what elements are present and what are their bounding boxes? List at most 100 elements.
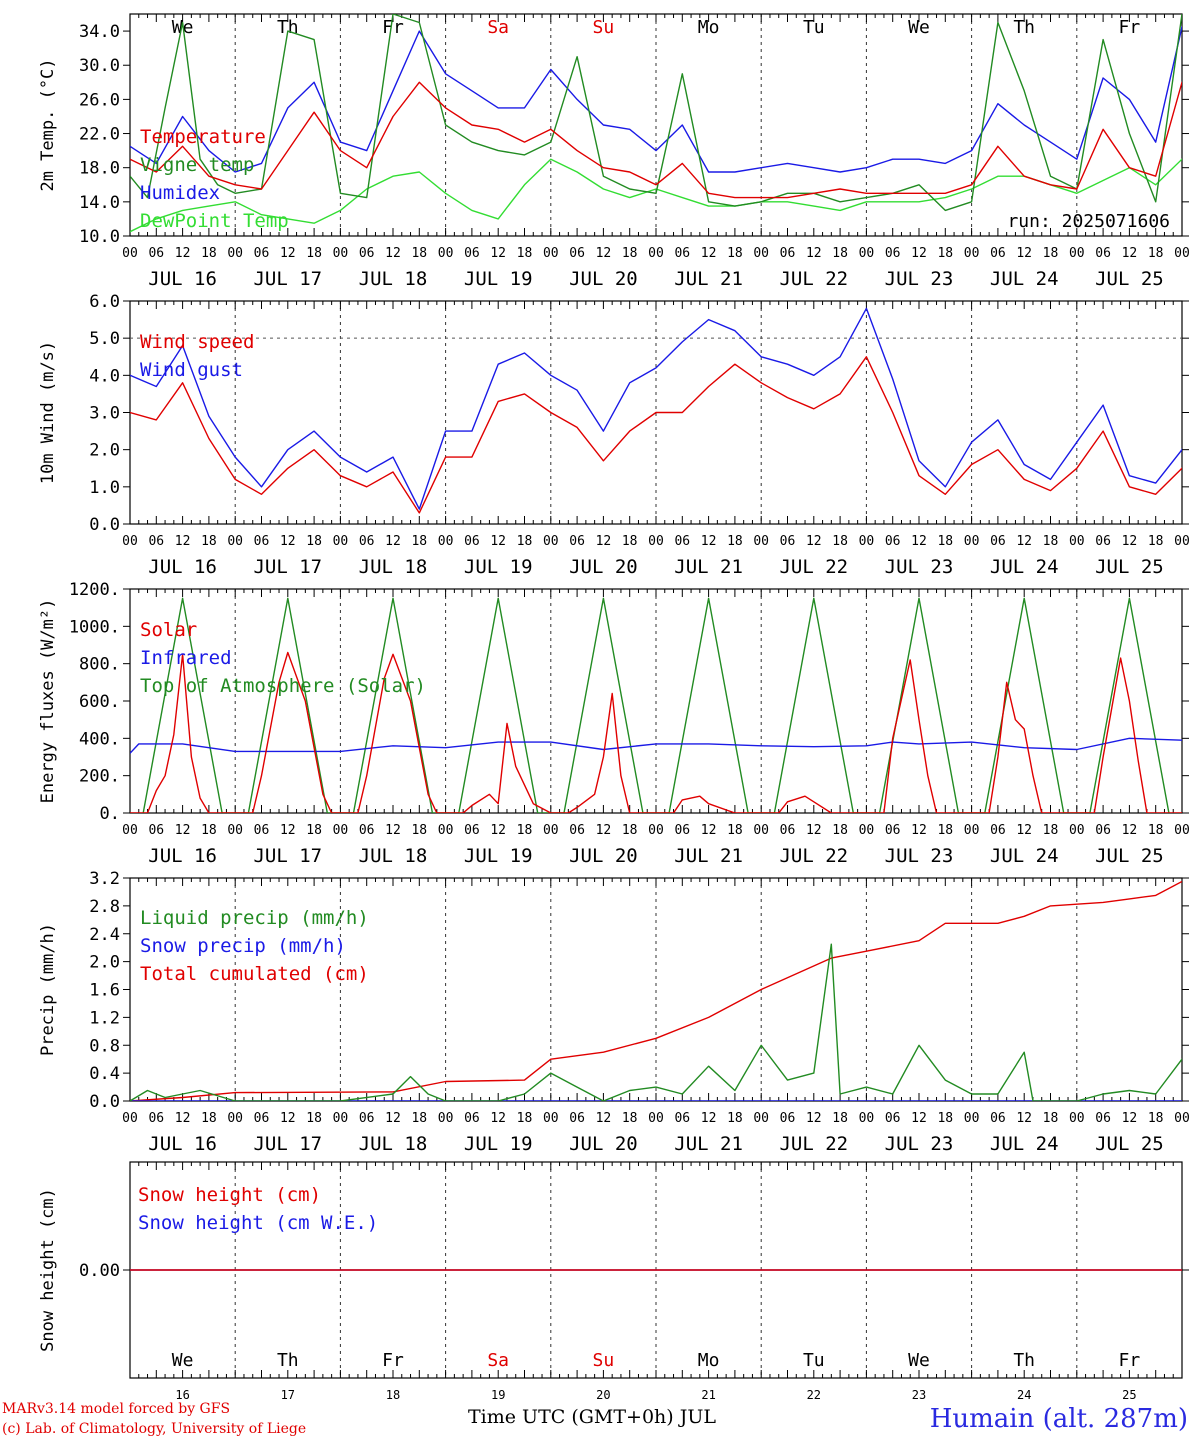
x-date-label: JUL 19 xyxy=(464,1133,533,1155)
series-line-vigne-temp xyxy=(130,14,1182,212)
day-number-label: 16 xyxy=(175,1388,189,1402)
legend-entry: Top of Atmosphere (Solar) xyxy=(140,675,426,697)
x-hour-label: 18 xyxy=(622,823,638,838)
x-hour-label: 18 xyxy=(1148,823,1164,838)
x-date-label: JUL 17 xyxy=(253,556,322,578)
x-date-label: JUL 20 xyxy=(569,268,638,290)
y-tick-label: 2.8 xyxy=(89,897,120,917)
day-number-label: 17 xyxy=(281,1388,295,1402)
x-date-label: JUL 16 xyxy=(148,845,217,867)
x-hour-label: 18 xyxy=(517,823,533,838)
x-hour-label: 12 xyxy=(911,246,927,261)
weekday-label: Su xyxy=(593,1350,615,1371)
x-hour-label: 18 xyxy=(517,534,533,549)
x-hour-label: 00 xyxy=(648,823,664,838)
x-date-label: JUL 20 xyxy=(569,845,638,867)
y-axis-label: 10m Wind (m/s) xyxy=(38,341,58,484)
x-date-label: JUL 22 xyxy=(779,556,848,578)
x-hour-label: 00 xyxy=(1174,823,1190,838)
x-hour-label: 06 xyxy=(569,1111,585,1126)
x-hour-label: 00 xyxy=(227,823,243,838)
x-hour-label: 00 xyxy=(333,246,349,261)
x-date-label: JUL 24 xyxy=(990,268,1059,290)
x-hour-label: 12 xyxy=(175,823,191,838)
x-date-label: JUL 24 xyxy=(990,556,1059,578)
x-hour-label: 12 xyxy=(911,1111,927,1126)
x-hour-label: 00 xyxy=(333,534,349,549)
x-hour-label: 06 xyxy=(148,246,164,261)
day-number-label: 21 xyxy=(701,1388,715,1402)
x-hour-label: 06 xyxy=(885,1111,901,1126)
x-hour-label: 12 xyxy=(1122,246,1138,261)
x-hour-label: 12 xyxy=(385,823,401,838)
x-hour-label: 06 xyxy=(780,823,796,838)
x-hour-label: 06 xyxy=(148,1111,164,1126)
legend-entry: Wind gust xyxy=(140,359,243,381)
x-hour-label: 18 xyxy=(411,534,427,549)
y-tick-label: 0.0 xyxy=(89,515,120,535)
legend-entry: Snow height (cm W.E.) xyxy=(138,1212,378,1234)
legend-entry: Total cumulated (cm) xyxy=(140,963,369,985)
weekday-label: Fr xyxy=(1119,17,1141,38)
x-date-label: JUL 21 xyxy=(674,556,743,578)
x-hour-label: 18 xyxy=(201,1111,217,1126)
x-hour-label: 06 xyxy=(359,823,375,838)
x-date-label: JUL 16 xyxy=(148,268,217,290)
x-hour-label: 18 xyxy=(1148,246,1164,261)
x-hour-label: 18 xyxy=(306,823,322,838)
x-hour-label: 00 xyxy=(964,1111,980,1126)
y-tick-label: 0.4 xyxy=(89,1064,120,1084)
footer-credit-line1: MARv3.14 model forced by GFS xyxy=(2,1401,230,1417)
x-hour-label: 00 xyxy=(859,823,875,838)
y-tick-label: 1.2 xyxy=(89,1008,120,1028)
x-hour-label: 18 xyxy=(306,534,322,549)
series-line-humidex xyxy=(130,26,1182,173)
x-hour-label: 00 xyxy=(1069,246,1085,261)
x-date-label: JUL 19 xyxy=(464,268,533,290)
legend-entry: DewPoint Temp xyxy=(140,210,289,232)
x-date-label: JUL 19 xyxy=(464,556,533,578)
x-hour-label: 18 xyxy=(411,1111,427,1126)
y-tick-label: 1200. xyxy=(69,580,120,600)
weekday-label: Tu xyxy=(803,17,825,38)
x-date-label: JUL 24 xyxy=(990,845,1059,867)
meteogram-panels: 10.0 14.0 18.0 22.0 26.0 30.0 34.0 2m Temp. (°C… xyxy=(38,13,1190,1402)
weekday-label: Tu xyxy=(803,1350,825,1371)
x-hour-label: 00 xyxy=(1174,1111,1190,1126)
x-date-label: JUL 20 xyxy=(569,1133,638,1155)
x-hour-label: 06 xyxy=(359,1111,375,1126)
series-line-wind-speed xyxy=(130,356,1182,514)
x-hour-label: 00 xyxy=(1069,534,1085,549)
y-tick-label: 5.0 xyxy=(89,329,120,349)
x-hour-label: 00 xyxy=(859,246,875,261)
x-date-label: JUL 24 xyxy=(990,1133,1059,1155)
day-number-label: 23 xyxy=(912,1388,926,1402)
x-hour-label: 12 xyxy=(1016,246,1032,261)
x-hour-label: 18 xyxy=(306,246,322,261)
x-hour-label: 00 xyxy=(1069,823,1085,838)
x-hour-label: 12 xyxy=(1016,1111,1032,1126)
x-hour-label: 00 xyxy=(1174,246,1190,261)
weekday-label: Mo xyxy=(698,17,720,38)
x-hour-label: 18 xyxy=(937,534,953,549)
x-date-label: JUL 25 xyxy=(1095,268,1164,290)
x-hour-label: 00 xyxy=(227,1111,243,1126)
y-tick-label: 2.4 xyxy=(89,925,120,945)
x-hour-label: 00 xyxy=(438,823,454,838)
x-hour-label: 12 xyxy=(490,1111,506,1126)
weekday-label: Sa xyxy=(487,1350,509,1371)
x-hour-label: 00 xyxy=(227,534,243,549)
x-hour-label: 06 xyxy=(464,823,480,838)
x-hour-label: 18 xyxy=(727,246,743,261)
x-hour-label: 06 xyxy=(674,246,690,261)
x-hour-label: 18 xyxy=(1043,1111,1059,1126)
panel-3: 0. 200. 400. 600. 800. 1000. 1200. Energy fluxe… xyxy=(38,580,1190,867)
x-hour-label: 06 xyxy=(990,823,1006,838)
x-hour-label: 18 xyxy=(622,1111,638,1126)
y-axis-label: Snow height (cm) xyxy=(38,1188,58,1352)
legend-entry: Solar xyxy=(140,619,197,641)
x-hour-label: 00 xyxy=(964,534,980,549)
legend-entry: Temperature xyxy=(140,126,266,148)
x-hour-label: 12 xyxy=(490,823,506,838)
x-hour-label: 18 xyxy=(832,534,848,549)
